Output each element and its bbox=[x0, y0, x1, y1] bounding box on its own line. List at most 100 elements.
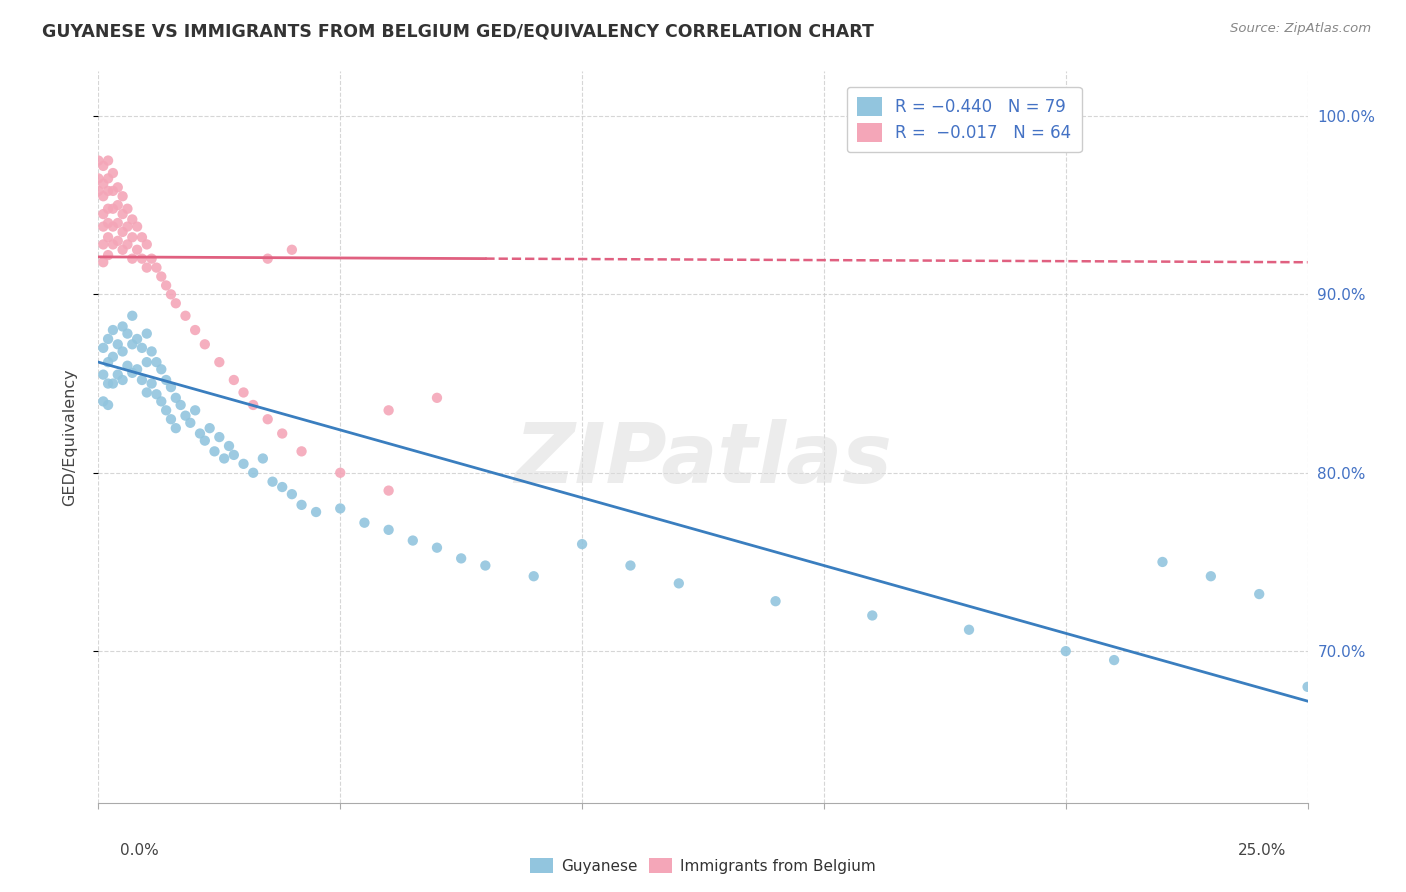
Point bbox=[232, 457, 254, 471]
Point bbox=[174, 309, 197, 323]
Point bbox=[87, 184, 110, 198]
Point bbox=[353, 516, 375, 530]
Point bbox=[111, 319, 134, 334]
Text: GUYANESE VS IMMIGRANTS FROM BELGIUM GED/EQUIVALENCY CORRELATION CHART: GUYANESE VS IMMIGRANTS FROM BELGIUM GED/… bbox=[42, 22, 875, 40]
Point bbox=[117, 326, 139, 341]
Point bbox=[91, 207, 114, 221]
Point bbox=[155, 278, 177, 293]
Point bbox=[127, 219, 149, 234]
Point bbox=[101, 184, 124, 198]
Point bbox=[450, 551, 472, 566]
Point bbox=[141, 252, 163, 266]
Point bbox=[91, 368, 114, 382]
Point bbox=[222, 448, 245, 462]
Point bbox=[184, 403, 207, 417]
Point bbox=[150, 269, 173, 284]
Point bbox=[222, 373, 245, 387]
Point bbox=[160, 287, 183, 301]
Text: Source: ZipAtlas.com: Source: ZipAtlas.com bbox=[1230, 22, 1371, 36]
Point bbox=[150, 362, 173, 376]
Point bbox=[97, 398, 120, 412]
Point bbox=[474, 558, 496, 573]
Legend: Guyanese, Immigrants from Belgium: Guyanese, Immigrants from Belgium bbox=[524, 852, 882, 880]
Point bbox=[194, 434, 217, 448]
Point bbox=[1102, 653, 1125, 667]
Point bbox=[97, 153, 120, 168]
Point bbox=[329, 501, 352, 516]
Point bbox=[117, 237, 139, 252]
Point bbox=[150, 394, 173, 409]
Point bbox=[619, 558, 641, 573]
Point bbox=[184, 323, 207, 337]
Point bbox=[290, 498, 312, 512]
Point bbox=[188, 426, 211, 441]
Point bbox=[141, 376, 163, 391]
Point bbox=[377, 403, 399, 417]
Point bbox=[571, 537, 593, 551]
Point bbox=[135, 326, 157, 341]
Point bbox=[402, 533, 425, 548]
Point bbox=[174, 409, 197, 423]
Text: 25.0%: 25.0% bbox=[1239, 843, 1286, 858]
Point bbox=[290, 444, 312, 458]
Point bbox=[131, 341, 153, 355]
Point bbox=[101, 350, 124, 364]
Point bbox=[179, 416, 201, 430]
Point bbox=[91, 237, 114, 252]
Point bbox=[252, 451, 274, 466]
Point bbox=[957, 623, 980, 637]
Point bbox=[135, 237, 157, 252]
Legend: R = −0.440   N = 79, R =  −0.017   N = 64: R = −0.440 N = 79, R = −0.017 N = 64 bbox=[848, 87, 1081, 153]
Point bbox=[135, 385, 157, 400]
Point bbox=[271, 480, 294, 494]
Text: 0.0%: 0.0% bbox=[120, 843, 159, 858]
Point bbox=[97, 248, 120, 262]
Point bbox=[107, 198, 129, 212]
Point bbox=[121, 212, 143, 227]
Point bbox=[765, 594, 787, 608]
Point bbox=[111, 243, 134, 257]
Point bbox=[1249, 587, 1271, 601]
Point bbox=[523, 569, 546, 583]
Point bbox=[97, 216, 120, 230]
Point bbox=[262, 475, 284, 489]
Point bbox=[121, 230, 143, 244]
Point bbox=[107, 234, 129, 248]
Text: ZIPatlas: ZIPatlas bbox=[515, 418, 891, 500]
Point bbox=[91, 159, 114, 173]
Point bbox=[208, 430, 231, 444]
Point bbox=[160, 412, 183, 426]
Point bbox=[117, 359, 139, 373]
Point bbox=[111, 225, 134, 239]
Point bbox=[91, 219, 114, 234]
Point bbox=[97, 202, 120, 216]
Point bbox=[208, 355, 231, 369]
Point bbox=[212, 451, 235, 466]
Point bbox=[155, 373, 177, 387]
Point bbox=[91, 189, 114, 203]
Point bbox=[91, 341, 114, 355]
Point bbox=[107, 216, 129, 230]
Point bbox=[305, 505, 328, 519]
Point bbox=[131, 230, 153, 244]
Point bbox=[145, 387, 167, 401]
Point bbox=[271, 426, 294, 441]
Point bbox=[117, 202, 139, 216]
Point bbox=[91, 177, 114, 191]
Point bbox=[111, 207, 134, 221]
Point bbox=[242, 466, 264, 480]
Point bbox=[281, 487, 304, 501]
Point bbox=[256, 252, 278, 266]
Point bbox=[97, 376, 120, 391]
Point bbox=[169, 398, 191, 412]
Point bbox=[121, 337, 143, 351]
Point bbox=[155, 403, 177, 417]
Point bbox=[97, 230, 120, 244]
Point bbox=[117, 219, 139, 234]
Point bbox=[111, 189, 134, 203]
Point bbox=[101, 237, 124, 252]
Point bbox=[135, 260, 157, 275]
Point bbox=[242, 398, 264, 412]
Point bbox=[165, 391, 187, 405]
Point bbox=[426, 391, 449, 405]
